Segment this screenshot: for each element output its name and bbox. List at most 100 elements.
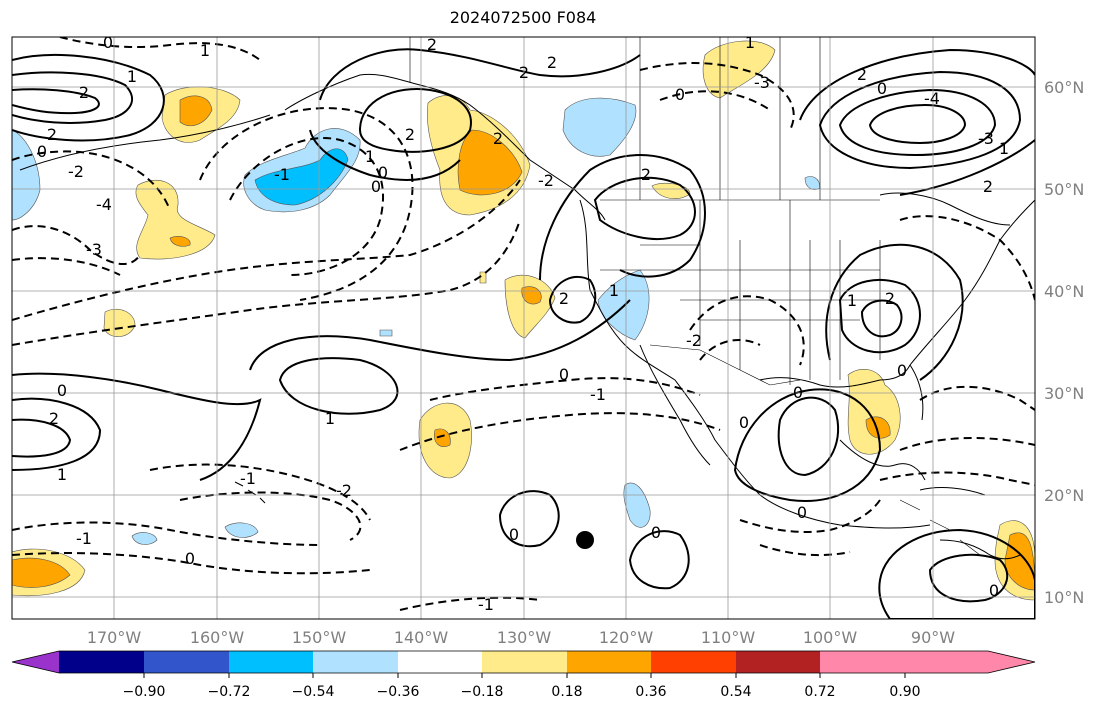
border-state-1 <box>640 200 881 385</box>
colorbar-label: 0.72 <box>804 684 835 700</box>
neg-patch-nw-edge <box>12 129 41 221</box>
colorbar-segment <box>482 651 567 673</box>
contour-neg-top <box>59 37 261 61</box>
contour-label: 0 <box>739 413 749 432</box>
contour-high-ne-3 <box>838 88 997 157</box>
coastline-cuba <box>919 487 986 496</box>
colorbar-label: −0.18 <box>461 684 504 700</box>
storm-marker <box>576 531 594 549</box>
contour-label: 2 <box>559 289 569 308</box>
lon-label: 150°W <box>292 628 347 647</box>
contours-positive <box>12 48 1035 619</box>
contour-neg-pacific-3 <box>12 179 521 321</box>
neg-patch-bc-inland <box>562 97 637 157</box>
contour-one-mid <box>249 299 631 371</box>
contour-label: 0 <box>185 549 195 568</box>
contour-high-nw-1 <box>12 54 165 142</box>
colorbar-label: −0.72 <box>208 684 251 700</box>
contour-label: -2 <box>686 331 702 350</box>
colorbar-segment <box>229 651 313 673</box>
contour-label: -1 <box>274 165 290 184</box>
lat-label: 30°N <box>1044 384 1084 403</box>
neg-patch-hawaii-1 <box>224 522 259 538</box>
contour-label: 2 <box>547 53 557 72</box>
lon-label: 100°W <box>803 628 858 647</box>
contour-neg-mexico-2 <box>699 339 761 361</box>
contour-mexico-zero <box>733 388 882 502</box>
lat-label: 20°N <box>1044 486 1084 505</box>
contour-label: 2 <box>493 129 503 148</box>
contour-neg-mid-6 <box>12 552 371 575</box>
pos-patch-sw-core <box>12 557 71 588</box>
colorbar-extend-low <box>12 651 59 673</box>
lon-label: 140°W <box>394 628 449 647</box>
contour-label: -3 <box>978 129 994 148</box>
contour-east-high <box>838 279 921 354</box>
contour-neg-mid-2 <box>399 412 721 451</box>
coastline-east-us <box>909 199 1035 366</box>
contour-label: -2 <box>538 171 554 190</box>
colorbar-segment <box>567 651 651 673</box>
contour-se-loop <box>878 528 1035 619</box>
contour-label: 2 <box>427 35 437 54</box>
contour-neg-east-3 <box>879 471 1035 486</box>
pos-patch-central-core <box>434 428 451 447</box>
lon-label: 110°W <box>701 628 756 647</box>
contour-label: 1 <box>57 465 67 484</box>
contour-label: -1 <box>590 385 606 404</box>
contour-label: -2 <box>68 162 84 181</box>
contour-label: 0 <box>651 523 661 542</box>
colorbar-label: 0.90 <box>889 684 920 700</box>
map-area: 0 1 2 2 0 -2 -4 -3 1 2 2 1 0 0 -1 2 2 2 … <box>12 33 1035 619</box>
contour-label: 0 <box>793 383 803 402</box>
colorbar-label: −0.90 <box>123 684 166 700</box>
neg-patch-small-1 <box>379 329 393 337</box>
pos-patch-gulf-mexico-core <box>865 416 891 439</box>
map-frame <box>11 36 1036 620</box>
pos-patch-midpacific-core <box>169 236 191 247</box>
coastline-aleutians <box>19 114 271 171</box>
contour-label: -3 <box>754 73 770 92</box>
contours-negative <box>12 37 1035 611</box>
contour-label: 2 <box>641 165 651 184</box>
contour-label: -1 <box>76 529 92 548</box>
contour-label: 1 <box>847 291 857 310</box>
contour-neg-mid-3 <box>149 463 371 521</box>
contour-label: 2 <box>983 177 993 196</box>
pos-patch-tiny <box>479 271 487 284</box>
contour-neg-east-1 <box>899 215 1035 301</box>
contour-label: 0 <box>37 142 47 161</box>
contour-south-loop <box>498 490 560 548</box>
lon-label: 160°W <box>190 628 245 647</box>
contour-label: 0 <box>371 177 381 196</box>
lon-label: 170°W <box>87 628 142 647</box>
contour-neg-south <box>399 596 541 611</box>
contour-label: 0 <box>103 33 113 52</box>
neg-patch-ne-pacific-core <box>254 148 349 206</box>
pos-patch-canada <box>702 40 776 99</box>
contour-zero-gulf <box>309 129 461 181</box>
colorbar-extend-high <box>905 651 1035 673</box>
political-borders <box>409 37 981 556</box>
contour-zero-mid <box>12 372 262 481</box>
colorbar-segment <box>736 651 820 673</box>
colorbar-ticks <box>143 673 906 678</box>
contour-neg-east-2 <box>919 385 1035 411</box>
contour-label: 0 <box>989 581 999 600</box>
lat-label: 50°N <box>1044 180 1084 199</box>
contour-label: 1 <box>200 41 210 60</box>
lat-label: 60°N <box>1044 78 1084 97</box>
contour-label: 2 <box>405 125 415 144</box>
contour-neg-canada-2 <box>659 90 771 111</box>
colorbar-outline <box>11 650 1036 674</box>
contour-label: 0 <box>897 361 907 380</box>
coastline-caribbean <box>939 539 1021 560</box>
map-title: 2024072500 F084 <box>449 8 597 27</box>
contour-label: 1 <box>127 67 137 86</box>
colorbar-segment <box>651 651 736 673</box>
lat-label: 40°N <box>1044 282 1084 301</box>
contour-label: -4 <box>96 195 112 214</box>
colorbar-label: 0.36 <box>635 684 666 700</box>
contour-east-high-2 <box>860 299 903 338</box>
colorbar-segment <box>59 651 144 673</box>
